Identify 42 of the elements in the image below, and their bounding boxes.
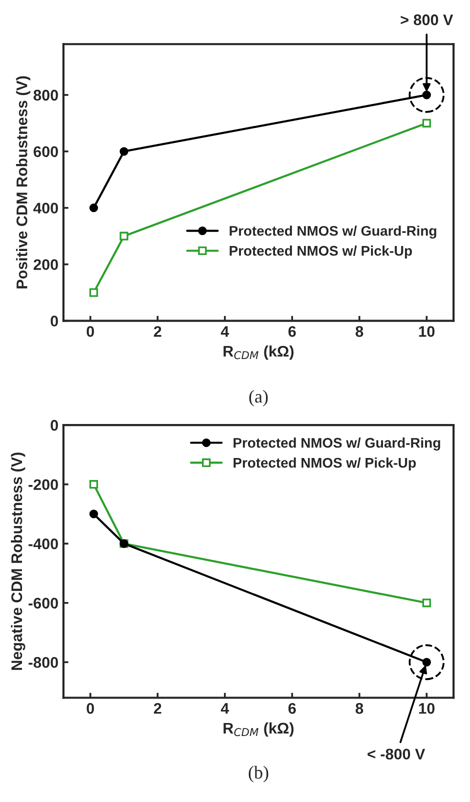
y-tick-label: 0 bbox=[50, 420, 58, 431]
y-tick-label: 0 bbox=[50, 316, 58, 326]
x-tick-label: 2 bbox=[154, 326, 162, 337]
y-tick-label: -600 bbox=[28, 598, 58, 609]
x-tick-label: 4 bbox=[220, 326, 230, 337]
point bbox=[89, 288, 98, 297]
x-tick-label: 8 bbox=[356, 703, 364, 714]
point bbox=[89, 510, 98, 518]
x-tick-label: 0 bbox=[86, 326, 94, 337]
x-tick-label: 8 bbox=[356, 326, 364, 337]
x-tick-label: 4 bbox=[220, 703, 230, 714]
y-tick-label: 600 bbox=[34, 146, 58, 158]
y-axis-title: Negative CDM Robustness (V) bbox=[10, 452, 26, 670]
legend-label: Protected NMOS w/ Pick-Up bbox=[234, 458, 416, 470]
point bbox=[120, 147, 128, 156]
point bbox=[120, 232, 128, 240]
legend-label: Protected NMOS w/ Guard-Ring bbox=[230, 226, 436, 239]
annotation: > 800 V bbox=[400, 14, 454, 26]
x-tick-label: 10 bbox=[419, 326, 435, 337]
y-axis-title: Positive CDM Robustness (V) bbox=[16, 76, 30, 288]
text: (a) bbox=[249, 390, 268, 406]
legend-label: Protected NMOS w/ Pick-Up bbox=[230, 246, 412, 258]
y-tick-label: 400 bbox=[33, 202, 58, 214]
y-tick-label: -200 bbox=[28, 479, 58, 490]
y-tick-label: -400 bbox=[28, 538, 58, 550]
annotation: < -800 V bbox=[368, 748, 426, 760]
x-tick-label: 10 bbox=[419, 703, 435, 714]
x-axis-title: R$_{CDM}$ (kΩ) bbox=[224, 722, 294, 737]
x-tick-label: 6 bbox=[288, 326, 296, 337]
x-tick-label: 6 bbox=[288, 703, 296, 714]
x-tick-label: 2 bbox=[154, 703, 162, 714]
y-tick-label: 800 bbox=[34, 90, 58, 101]
point bbox=[422, 598, 431, 608]
y-tick-label: -800 bbox=[28, 657, 58, 668]
legend-label: Protected NMOS w/ Guard-Ring bbox=[234, 438, 440, 451]
point bbox=[89, 204, 98, 212]
x-axis-title: R$_{CDM}$ (kΩ) bbox=[224, 345, 294, 360]
x-tick-label: 0 bbox=[86, 703, 94, 714]
y-tick-label: 200 bbox=[34, 259, 58, 270]
point bbox=[422, 118, 431, 128]
point bbox=[89, 480, 98, 489]
text: (b) bbox=[248, 766, 268, 782]
